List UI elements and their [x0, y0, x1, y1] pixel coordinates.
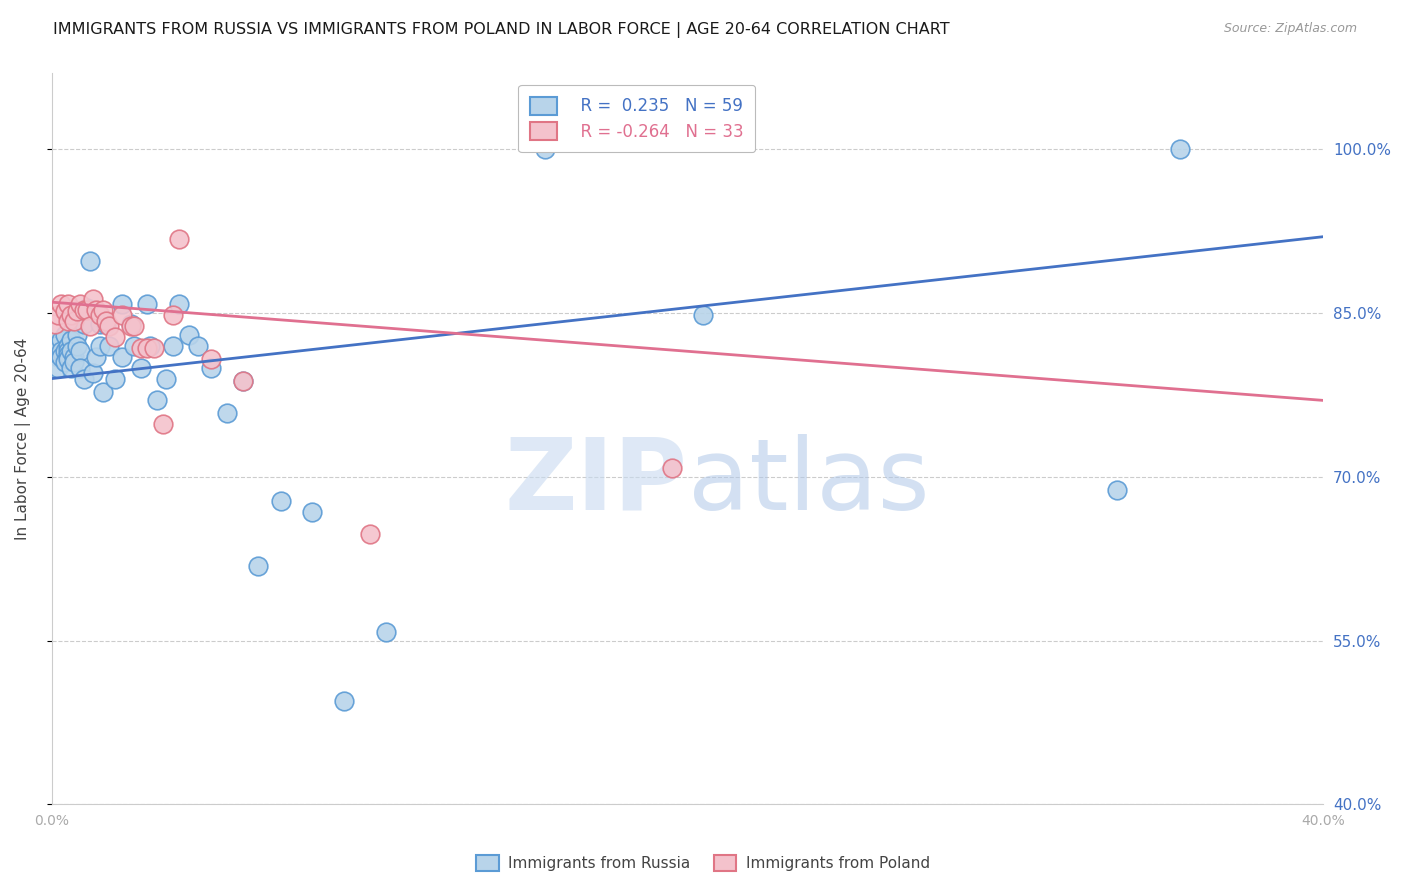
Point — [51, 350, 73, 364]
Point — [79, 319, 101, 334]
Point — [120, 319, 142, 334]
Point — [129, 360, 152, 375]
Point — [66, 304, 89, 318]
Point — [200, 360, 222, 375]
Text: IMMIGRANTS FROM RUSSIA VS IMMIGRANTS FROM POLAND IN LABOR FORCE | AGE 20-64 CORR: IMMIGRANTS FROM RUSSIA VS IMMIGRANTS FRO… — [53, 22, 950, 38]
Point — [69, 297, 91, 311]
Point — [69, 344, 91, 359]
Point — [56, 314, 79, 328]
Point — [124, 339, 146, 353]
Point — [104, 371, 127, 385]
Point — [374, 624, 396, 639]
Point — [111, 308, 134, 322]
Point — [104, 330, 127, 344]
Point — [124, 319, 146, 334]
Point — [89, 308, 111, 322]
Point — [91, 384, 114, 399]
Point — [56, 297, 79, 311]
Point — [333, 693, 356, 707]
Point — [136, 341, 159, 355]
Point — [76, 301, 98, 315]
Point — [167, 297, 190, 311]
Point — [63, 355, 86, 369]
Point — [72, 302, 94, 317]
Point — [120, 317, 142, 331]
Point — [692, 308, 714, 322]
Point — [53, 355, 76, 369]
Point — [98, 319, 121, 334]
Point — [167, 232, 190, 246]
Point — [155, 371, 177, 385]
Point — [661, 461, 683, 475]
Point — [44, 317, 66, 331]
Point — [56, 339, 79, 353]
Point — [46, 360, 69, 375]
Point — [94, 317, 117, 331]
Point — [98, 339, 121, 353]
Point — [53, 344, 76, 359]
Point — [51, 344, 73, 359]
Text: atlas: atlas — [688, 434, 929, 531]
Point — [533, 142, 555, 156]
Point — [86, 350, 108, 364]
Point — [72, 371, 94, 385]
Point — [145, 393, 167, 408]
Point — [76, 302, 98, 317]
Point — [59, 344, 82, 359]
Point — [94, 314, 117, 328]
Point — [82, 292, 104, 306]
Point — [86, 302, 108, 317]
Point — [44, 339, 66, 353]
Point — [51, 334, 73, 348]
Point — [56, 344, 79, 359]
Point — [1105, 483, 1128, 497]
Point — [247, 559, 270, 574]
Point — [56, 347, 79, 361]
Point — [232, 374, 254, 388]
Point — [91, 302, 114, 317]
Point — [301, 505, 323, 519]
Point — [187, 339, 209, 353]
Point — [89, 339, 111, 353]
Text: Source: ZipAtlas.com: Source: ZipAtlas.com — [1223, 22, 1357, 36]
Point — [162, 308, 184, 322]
Point — [162, 339, 184, 353]
Point — [53, 327, 76, 342]
Point — [53, 304, 76, 318]
Point — [79, 253, 101, 268]
Point — [59, 308, 82, 322]
Point — [177, 327, 200, 342]
Point — [89, 317, 111, 331]
Point — [111, 297, 134, 311]
Point — [1168, 142, 1191, 156]
Point — [136, 297, 159, 311]
Point — [82, 366, 104, 380]
Point — [46, 308, 69, 322]
Point — [56, 351, 79, 366]
Point — [270, 493, 292, 508]
Point — [200, 351, 222, 366]
Point — [359, 526, 381, 541]
Point — [152, 417, 174, 432]
Point — [142, 341, 165, 355]
Point — [46, 350, 69, 364]
Text: ZIP: ZIP — [505, 434, 688, 531]
Point — [129, 341, 152, 355]
Legend: Immigrants from Russia, Immigrants from Poland: Immigrants from Russia, Immigrants from … — [470, 849, 936, 877]
Point — [69, 360, 91, 375]
Point — [63, 350, 86, 364]
Legend:   R =  0.235   N = 59,   R = -0.264   N = 33: R = 0.235 N = 59, R = -0.264 N = 33 — [519, 85, 755, 153]
Point — [72, 317, 94, 331]
Y-axis label: In Labor Force | Age 20-64: In Labor Force | Age 20-64 — [15, 337, 31, 540]
Point — [59, 360, 82, 375]
Point — [66, 339, 89, 353]
Point — [51, 297, 73, 311]
Point — [63, 314, 86, 328]
Point — [232, 374, 254, 388]
Point — [66, 327, 89, 342]
Point — [139, 339, 162, 353]
Point — [111, 350, 134, 364]
Point — [215, 407, 238, 421]
Point — [59, 334, 82, 348]
